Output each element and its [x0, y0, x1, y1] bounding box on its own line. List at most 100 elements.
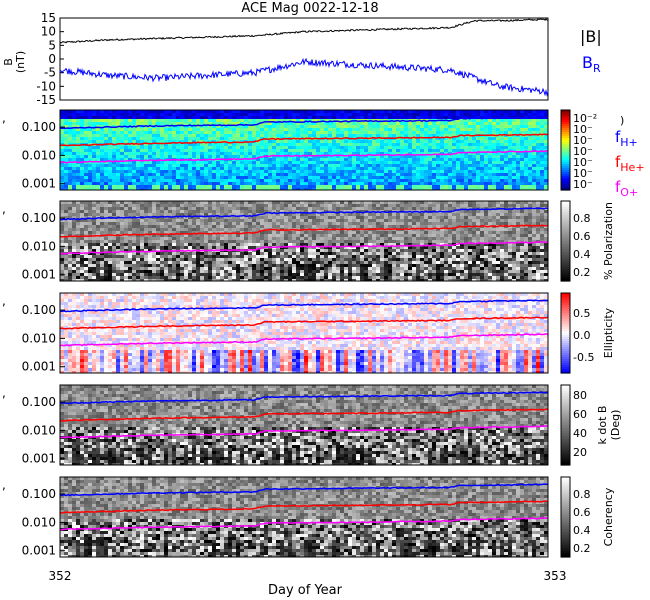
spectrogram-cell — [248, 240, 252, 243]
spectrogram-cell — [316, 131, 320, 134]
spectrogram-cell — [72, 207, 76, 210]
spectrogram-cell — [264, 222, 268, 225]
spectrogram-cell — [156, 207, 160, 210]
colorbar-tick: 10⁻ — [573, 134, 593, 147]
spectrogram-cell — [452, 170, 456, 173]
spectrogram-cell — [264, 116, 268, 119]
spectrogram-cell — [160, 182, 164, 185]
spectrogram-cell — [144, 204, 148, 207]
spectrogram-cell — [412, 143, 416, 146]
colorbar-frame — [560, 109, 571, 191]
spectrogram-cell — [164, 225, 168, 228]
spectrogram-cell — [440, 182, 444, 185]
spectrogram-cell — [144, 261, 148, 264]
spectrogram-cell — [88, 140, 92, 143]
spectrogram-cell — [196, 122, 200, 125]
spectrogram-cell — [72, 243, 76, 246]
spectrogram-cell — [288, 237, 292, 240]
spectrogram-cell — [248, 201, 252, 204]
spectrogram-cell — [112, 173, 116, 176]
spectrogram-cell — [84, 264, 88, 267]
spectrogram-cell — [372, 137, 376, 140]
spectrogram-cell — [204, 170, 208, 173]
spectrogram-cell — [124, 155, 128, 158]
spectrogram-cell — [480, 146, 484, 149]
spectrogram-cell — [312, 179, 316, 182]
spectrogram-cell — [356, 158, 360, 161]
spectrogram-cell — [236, 216, 240, 219]
spectrogram-cell — [84, 270, 88, 273]
spectrogram-cell — [540, 158, 544, 161]
spectrogram-cell — [304, 146, 308, 149]
spectrogram-cell — [220, 173, 224, 176]
spectrogram-cell — [196, 210, 200, 213]
spectrogram-cell — [228, 170, 232, 173]
spectrogram-cell — [264, 201, 268, 204]
spectrogram-cell — [264, 179, 268, 182]
spectrogram-cell — [148, 252, 152, 255]
spectrogram-cell — [260, 258, 264, 261]
spectrogram-cell — [324, 173, 328, 176]
spectrogram-cell — [432, 188, 436, 190]
spectrogram-cell — [124, 240, 128, 243]
spectrogram-cell — [104, 261, 108, 264]
spectrogram-cell — [212, 143, 216, 146]
spectrogram-cell — [280, 201, 284, 204]
spectrogram-cell — [132, 170, 136, 173]
spectrogram-cell — [152, 170, 156, 173]
spectrogram-cell — [176, 270, 180, 273]
spectrogram-cell — [144, 185, 148, 188]
spectrogram-cell — [484, 113, 488, 116]
spectrogram-cell — [196, 128, 200, 131]
spectrogram-cell — [448, 122, 452, 125]
spectrogram-cell — [452, 137, 456, 140]
spectrogram-cell — [136, 179, 140, 182]
spectrogram-cell — [288, 258, 292, 261]
spectrogram-cell — [248, 279, 252, 281]
spectrogram-cell — [236, 240, 240, 243]
spectrogram-cell — [224, 146, 228, 149]
spectrogram-cell — [208, 179, 212, 182]
spectrogram-cell — [272, 276, 276, 279]
spectrogram-cell — [92, 179, 96, 182]
spectrogram-cell — [520, 110, 524, 113]
spectrogram-cell — [260, 276, 264, 279]
spectrogram-cell — [144, 155, 148, 158]
spectrogram-cell — [140, 225, 144, 228]
spectrogram-cell — [272, 219, 276, 222]
spectrogram-cell — [96, 167, 100, 170]
spectrogram-cell — [208, 188, 212, 190]
spectrogram-cell — [500, 158, 504, 161]
spectrogram-cell — [304, 110, 308, 113]
spectrogram-cell — [64, 188, 68, 190]
spectrogram-cell — [128, 176, 132, 179]
spectrogram-cell — [84, 243, 88, 246]
spectrogram-cell — [204, 149, 208, 152]
spectrogram-cell — [468, 119, 472, 122]
spectrogram-cell — [252, 276, 256, 279]
spectrogram-cell — [76, 146, 80, 149]
spectrogram-cell — [464, 179, 468, 182]
spectrogram-cell — [172, 264, 176, 267]
spectrogram-cell — [524, 161, 528, 164]
spectrogram-cell — [132, 258, 136, 261]
spectrogram-cell — [184, 149, 188, 152]
spectrogram-cell — [172, 225, 176, 228]
spectrogram-cell — [448, 167, 452, 170]
spectrogram-cell — [504, 155, 508, 158]
spectrogram-cell — [252, 137, 256, 140]
spectrogram-cell — [360, 164, 364, 167]
spectrogram-cell — [88, 182, 92, 185]
spectrogram-cell — [500, 137, 504, 140]
spectrogram-cell — [156, 204, 160, 207]
spectrogram-cell — [260, 225, 264, 228]
spectrogram-cell — [276, 231, 280, 234]
spectrogram-cell — [164, 219, 168, 222]
spectrogram-cell — [144, 264, 148, 267]
spectrogram-cell — [216, 134, 220, 137]
spectrogram-cell — [60, 113, 64, 116]
spectrogram-cell — [520, 125, 524, 128]
spectrogram-cell — [336, 179, 340, 182]
spectrogram-cell — [136, 210, 140, 213]
